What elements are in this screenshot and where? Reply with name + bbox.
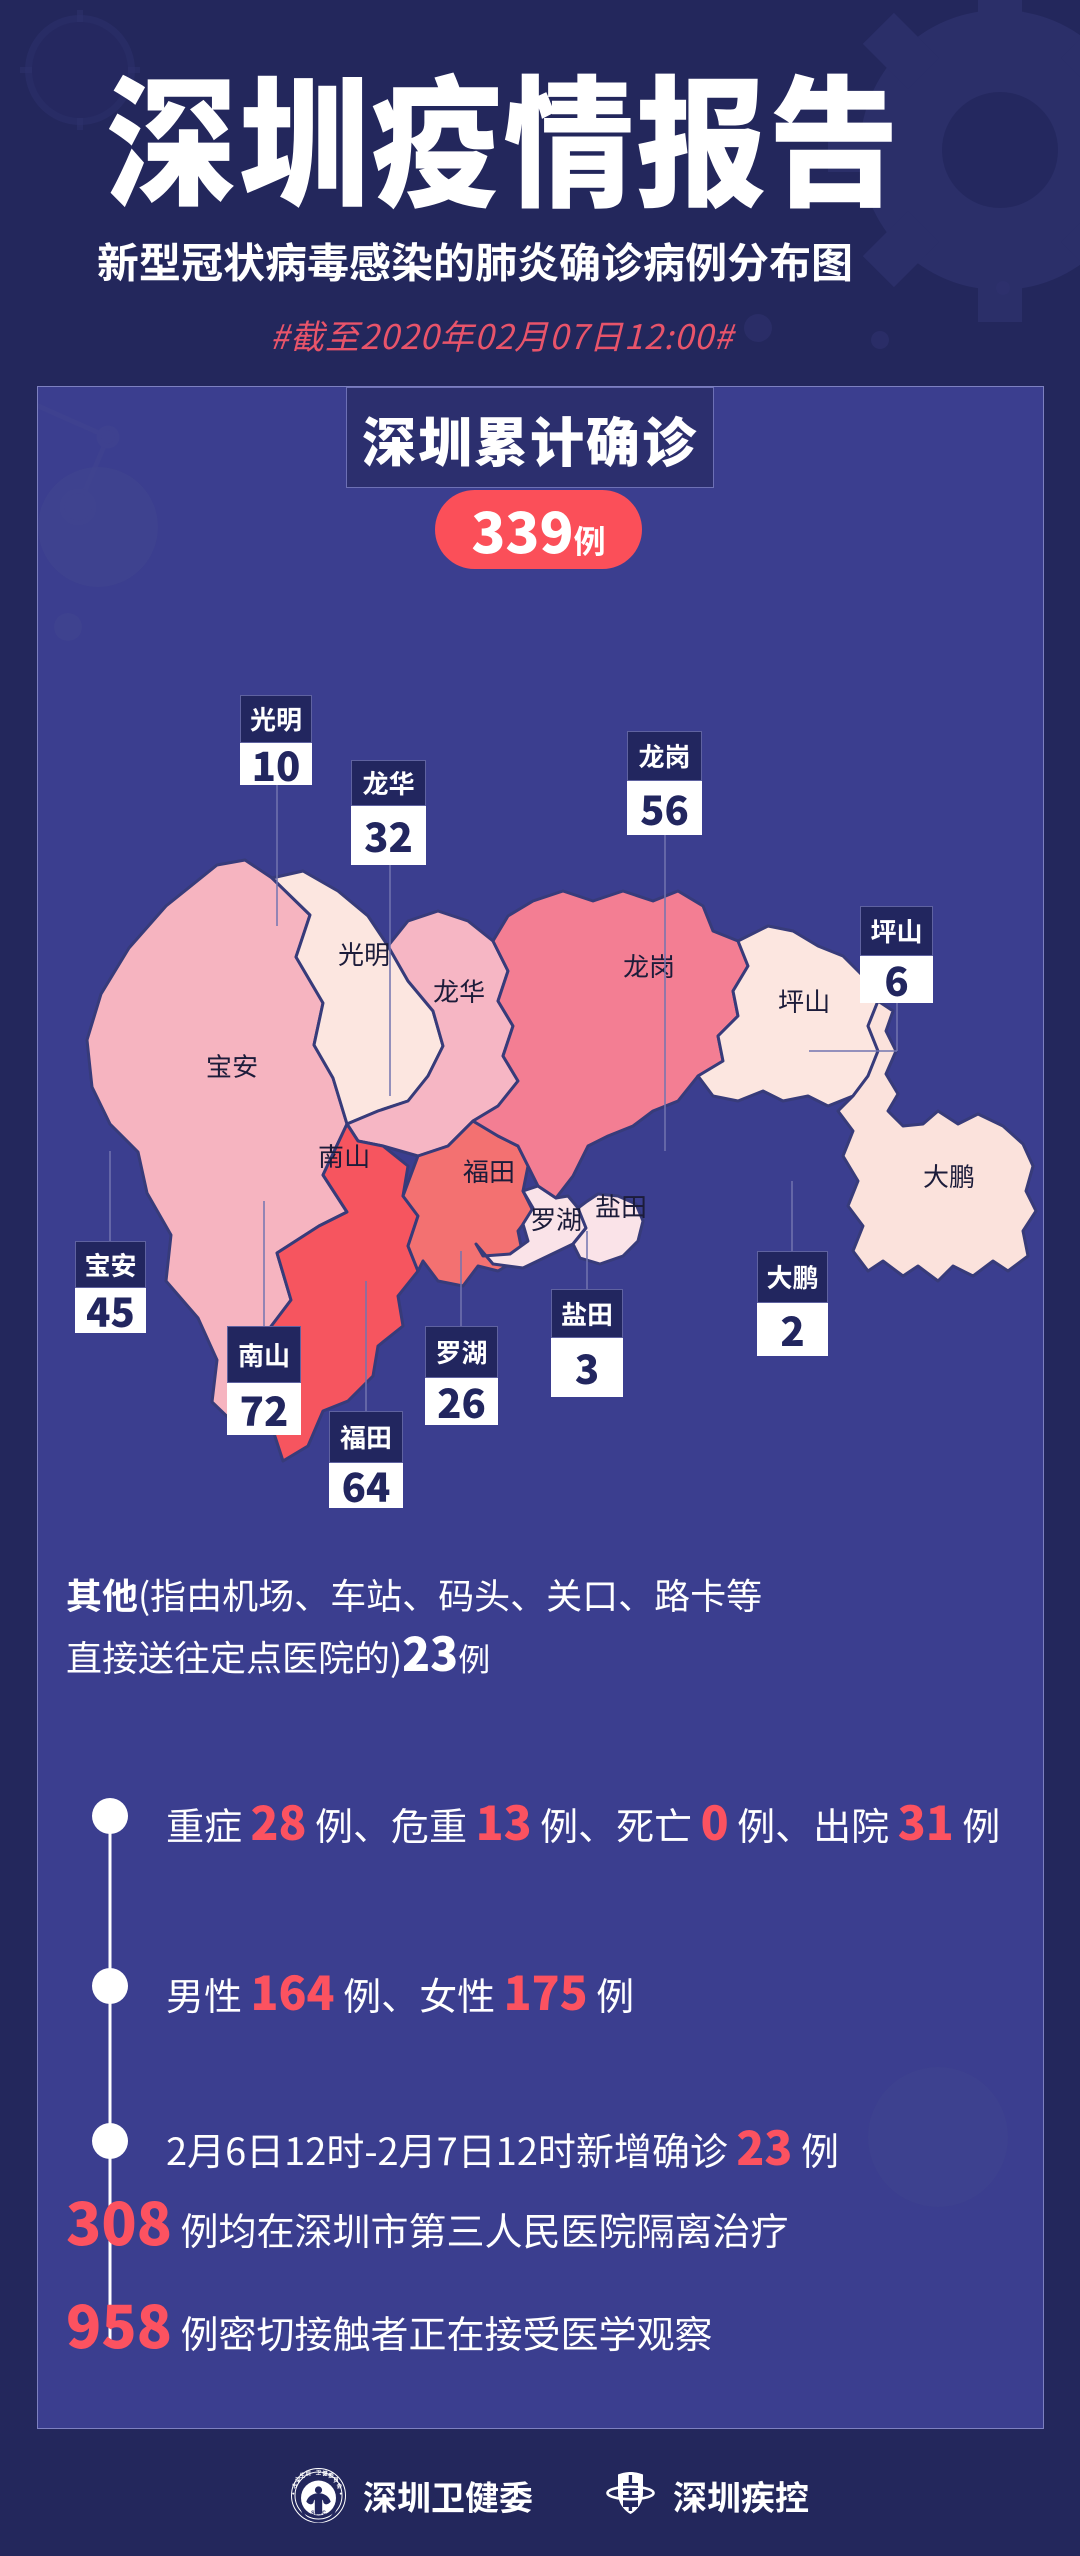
- svg-text:卫: 卫: [316, 2470, 322, 2477]
- svg-text:员: 员: [333, 2476, 339, 2484]
- svg-text:●: ●: [292, 2491, 295, 2496]
- svg-text:深: 深: [295, 2476, 301, 2484]
- svg-text:●: ●: [339, 2491, 342, 2496]
- svg-text:SZWC: SZWC: [311, 2511, 326, 2517]
- svg-text:圳: 圳: [305, 2469, 311, 2477]
- svg-text:会: 会: [337, 2482, 343, 2490]
- svg-text:市: 市: [292, 2482, 298, 2490]
